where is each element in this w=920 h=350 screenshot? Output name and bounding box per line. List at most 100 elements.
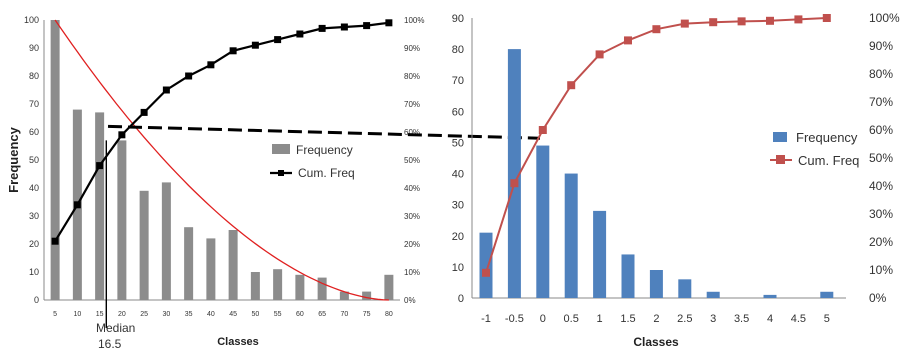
frequency-bar [362, 291, 372, 300]
x-tick-label: 60 [296, 311, 304, 318]
left-x-axis-title: Classes [217, 336, 259, 348]
cum-freq-point [207, 61, 215, 69]
y-tick-label: 20 [29, 239, 39, 249]
y-tick-label: 20 [452, 231, 464, 243]
x-tick-label: 25 [140, 311, 148, 318]
frequency-bar [50, 20, 60, 300]
frequency-bar [161, 182, 171, 300]
cum-freq-point [595, 50, 604, 59]
x-tick-label: 5 [53, 311, 57, 318]
x-tick-label: 50 [251, 311, 259, 318]
cum-freq-point [385, 19, 393, 27]
left-legend-frequency: Frequency [296, 143, 353, 157]
cum-freq-point [766, 16, 774, 25]
cum-freq-point [340, 23, 348, 31]
cum-freq-point [652, 25, 661, 34]
y-tick-label: 0 [34, 295, 39, 305]
y-tick-label: 0 [458, 293, 464, 305]
y2-tick-label: 60% [869, 123, 893, 137]
y-tick-label: 100 [24, 15, 39, 25]
y-tick-label: 50 [29, 155, 39, 165]
cum-freq-point [680, 19, 689, 28]
y-tick-label: 50 [452, 137, 464, 149]
frequency-bar [706, 291, 720, 298]
y2-tick-label: 90% [869, 39, 893, 53]
x-tick-label: 3 [710, 313, 716, 325]
cum-freq-point [51, 237, 59, 245]
frequency-bar [593, 210, 607, 298]
y2-tick-label: 20% [869, 235, 893, 249]
left-y-axis-title: Frequency [6, 126, 21, 193]
y2-tick-label: 30% [404, 212, 420, 221]
y2-tick-label: 100% [869, 11, 900, 25]
x-tick-label: 15 [96, 311, 104, 318]
cum-freq-point [96, 162, 104, 170]
y2-tick-label: 100% [404, 16, 424, 25]
x-tick-label: 0.5 [564, 313, 579, 325]
x-tick-label: 10 [73, 311, 81, 318]
frequency-bar [95, 112, 105, 301]
y2-tick-label: 0% [869, 291, 887, 305]
x-tick-label: 4 [767, 313, 773, 325]
chart-left: 0 10 20 30 40 50 60 70 80 90 100 0% 10% 20% 30% 40% 50%… [6, 15, 424, 350]
cum-freq-point [274, 36, 282, 44]
y2-tick-label: 10% [404, 268, 420, 277]
left-legend-cum: Cum. Freq [298, 166, 355, 180]
y-tick-label: 70 [452, 75, 464, 87]
right-x-axis-title: Classes [633, 335, 679, 349]
cum-freq-point [296, 30, 304, 38]
y-tick-label: 80 [452, 44, 464, 56]
left-legend-cum-marker [278, 170, 284, 176]
y2-tick-label: 80% [869, 67, 893, 81]
y2-tick-label: 40% [869, 179, 893, 193]
y-tick-label: 30 [29, 211, 39, 221]
frequency-bar [649, 270, 663, 298]
frequency-bar [536, 145, 550, 298]
right-legend-frequency: Frequency [796, 130, 858, 145]
cum-freq-point [118, 131, 126, 139]
dashed-connector [107, 124, 541, 140]
median-value: 16.5 [98, 337, 122, 350]
x-tick-label: 70 [340, 311, 348, 318]
x-tick-label: 3.5 [734, 313, 749, 325]
y-tick-label: 80 [29, 71, 39, 81]
frequency-bar [820, 291, 834, 298]
frequency-bar [250, 272, 260, 300]
cum-freq-point [363, 22, 371, 30]
cum-freq-point [822, 14, 831, 22]
frequency-bar [384, 274, 394, 300]
y-tick-label: 30 [452, 200, 464, 212]
x-tick-label: 4.5 [791, 313, 806, 325]
cum-freq-point [794, 15, 803, 24]
y-tick-label: 60 [29, 127, 39, 137]
frequency-bar [139, 190, 149, 300]
x-tick-label: 20 [118, 311, 126, 318]
x-tick-label: 45 [229, 311, 237, 318]
y2-tick-label: 50% [869, 151, 893, 165]
y-tick-label: 40 [452, 169, 464, 181]
y2-tick-label: 50% [404, 156, 420, 165]
cum-freq-point [251, 41, 259, 49]
cum-freq-point [73, 201, 81, 209]
frequency-bar [295, 274, 305, 300]
cum-freq-point [185, 72, 193, 80]
y-tick-label: 90 [452, 13, 464, 25]
cum-freq-point [318, 24, 326, 32]
x-tick-label: 30 [162, 311, 170, 318]
frequency-bar [317, 277, 327, 300]
frequency-bar [206, 238, 216, 300]
cum-freq-point [567, 81, 576, 90]
cum-freq-point [538, 126, 547, 134]
right-legend-cum: Cum. Freq [798, 153, 859, 168]
y2-tick-label: 20% [404, 240, 420, 249]
frequency-bar [117, 140, 127, 300]
frequency-bar [507, 49, 521, 298]
x-tick-label: 5 [824, 313, 830, 325]
y2-tick-label: 60% [404, 128, 420, 137]
left-legend-frequency-swatch [272, 144, 290, 154]
frequency-bar [273, 269, 283, 300]
y2-tick-label: 30% [869, 207, 893, 221]
x-tick-label: 1 [597, 313, 603, 325]
frequency-bar [621, 254, 635, 298]
